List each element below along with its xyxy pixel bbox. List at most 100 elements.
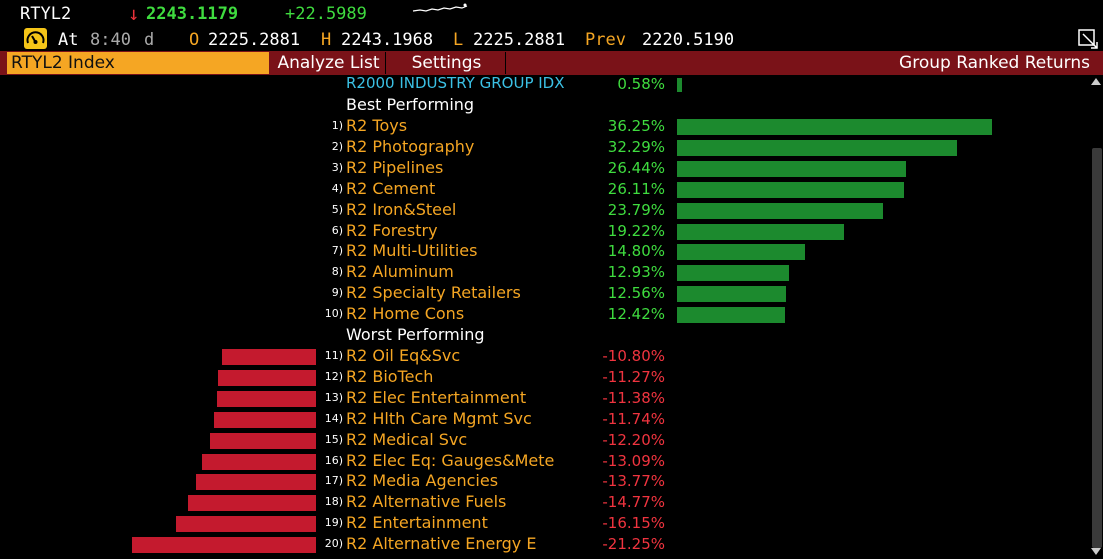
rank-number: 16): [324, 453, 343, 467]
group-return: 32.29%: [607, 137, 665, 156]
group-return: -11.74%: [602, 409, 665, 428]
last-price: 2243.1179: [146, 4, 239, 24]
scroll-down-icon[interactable]: [1091, 548, 1101, 555]
group-name[interactable]: R2 Alternative Fuels: [346, 492, 507, 512]
return-bar-positive: [677, 223, 844, 240]
group-name[interactable]: R2 Alternative Energy E: [346, 534, 537, 554]
group-return: 26.11%: [607, 179, 665, 198]
benchmark-bar: [677, 78, 683, 92]
analyze-list-button[interactable]: Analyze List: [272, 52, 386, 74]
group-return: -16.15%: [602, 514, 665, 533]
group-return: -13.09%: [602, 451, 665, 470]
high-value: 2243.1968: [341, 30, 434, 50]
group-return: -21.25%: [602, 535, 665, 554]
group-name[interactable]: R2 Specialty Retailers: [346, 283, 521, 303]
return-bar-positive: [677, 265, 790, 282]
group-name[interactable]: R2 Media Agencies: [346, 471, 499, 491]
return-bar-positive: [677, 119, 992, 135]
net-change: +22.5989: [285, 4, 367, 24]
group-name[interactable]: R2 Medical Svc: [346, 429, 468, 449]
return-bar-positive: [677, 244, 806, 261]
return-bar-negative: [187, 495, 316, 512]
security-field[interactable]: RTYL2 Index: [7, 52, 269, 74]
group-return: 14.80%: [607, 242, 665, 261]
prev-label: Prev: [585, 30, 626, 50]
return-bar-positive: [677, 286, 787, 303]
group-name[interactable]: R2 Iron&Steel: [346, 199, 457, 219]
rank-number: 13): [324, 390, 343, 404]
rank-number: 20): [324, 537, 343, 551]
settings-button[interactable]: Settings: [388, 52, 506, 74]
return-bar-negative: [218, 369, 316, 386]
group-name[interactable]: R2 Home Cons: [346, 304, 465, 324]
low-value: 2225.2881: [473, 30, 566, 50]
return-bar-negative: [222, 349, 316, 365]
rank-number: 1): [331, 119, 343, 132]
time-label: At: [58, 30, 79, 50]
speedometer-icon[interactable]: [24, 28, 47, 49]
group-return: -11.27%: [602, 367, 665, 386]
rank-number: 8): [331, 265, 343, 279]
group-name[interactable]: R2 Pipelines: [346, 157, 444, 177]
rank-number: 15): [324, 432, 343, 446]
return-bar-positive: [677, 139, 958, 156]
group-name[interactable]: R2 Forestry: [346, 220, 438, 240]
return-bar-negative: [131, 537, 316, 554]
return-bar-positive: [677, 181, 904, 198]
expand-window-icon[interactable]: [1077, 28, 1099, 50]
rank-number: 12): [324, 369, 343, 383]
scrollbar-thumb[interactable]: [1092, 148, 1102, 548]
group-return: 12.56%: [607, 284, 665, 303]
open-value: 2225.2881: [208, 30, 301, 50]
benchmark-return: 0.58%: [617, 75, 665, 93]
open-label: O: [189, 30, 200, 50]
scroll-up-icon[interactable]: [1091, 78, 1101, 85]
prev-value: 2220.5190: [642, 30, 735, 50]
rank-number: 10): [324, 307, 343, 321]
rank-number: 6): [331, 223, 343, 237]
group-name[interactable]: R2 BioTech: [346, 366, 434, 386]
ticker-symbol: RTYL2: [20, 4, 72, 24]
group-name[interactable]: R2 Photography: [346, 136, 475, 156]
group-return: 19.22%: [607, 221, 665, 240]
group-return: 12.42%: [607, 305, 665, 324]
rank-number: 4): [331, 181, 343, 195]
group-return: 36.25%: [607, 117, 665, 135]
time-suffix: d: [144, 30, 155, 50]
return-bar-positive: [677, 202, 884, 219]
rank-number: 14): [324, 411, 343, 425]
group-name[interactable]: R2 Elec Eq: Gauges&Mete: [346, 450, 555, 470]
group-return: -13.77%: [602, 472, 665, 491]
group-name[interactable]: R2 Oil Eq&Svc: [346, 346, 461, 365]
group-return: -14.77%: [602, 493, 665, 512]
group-name[interactable]: R2 Multi-Utilities: [346, 241, 478, 261]
rank-number: 3): [331, 160, 343, 174]
rank-number: 7): [331, 244, 343, 258]
group-return: 12.93%: [607, 263, 665, 282]
rank-number: 11): [324, 349, 343, 362]
group-name[interactable]: R2 Entertainment: [346, 513, 488, 533]
time-value: 8:40: [90, 30, 131, 50]
rank-number: 5): [331, 202, 343, 216]
return-bar-negative: [175, 516, 316, 533]
group-name[interactable]: R2 Toys: [346, 116, 408, 135]
return-bar-positive: [677, 160, 907, 177]
group-return: 26.44%: [607, 158, 665, 177]
return-bar-negative: [210, 432, 316, 449]
group-name[interactable]: R2 Cement: [346, 178, 436, 198]
return-bar-negative: [214, 411, 316, 428]
worst-performing-heading: Worst Performing: [346, 325, 485, 344]
return-bar-negative: [202, 453, 316, 470]
group-name[interactable]: R2 Hlth Care Mgmt Svc: [346, 408, 532, 428]
rank-number: 9): [331, 286, 343, 300]
group-return: -11.38%: [602, 388, 665, 407]
group-name[interactable]: R2 Aluminum: [346, 262, 454, 282]
benchmark-name[interactable]: R2000 INDUSTRY GROUP IDX: [346, 74, 565, 92]
low-label: L: [453, 30, 464, 50]
group-name[interactable]: R2 Elec Entertainment: [346, 387, 527, 407]
group-return: 23.79%: [607, 200, 665, 219]
page-title: Group Ranked Returns: [899, 53, 1090, 73]
return-bar-positive: [677, 307, 785, 324]
down-arrow-icon: ↓: [128, 3, 140, 25]
rank-number: 17): [324, 474, 343, 488]
